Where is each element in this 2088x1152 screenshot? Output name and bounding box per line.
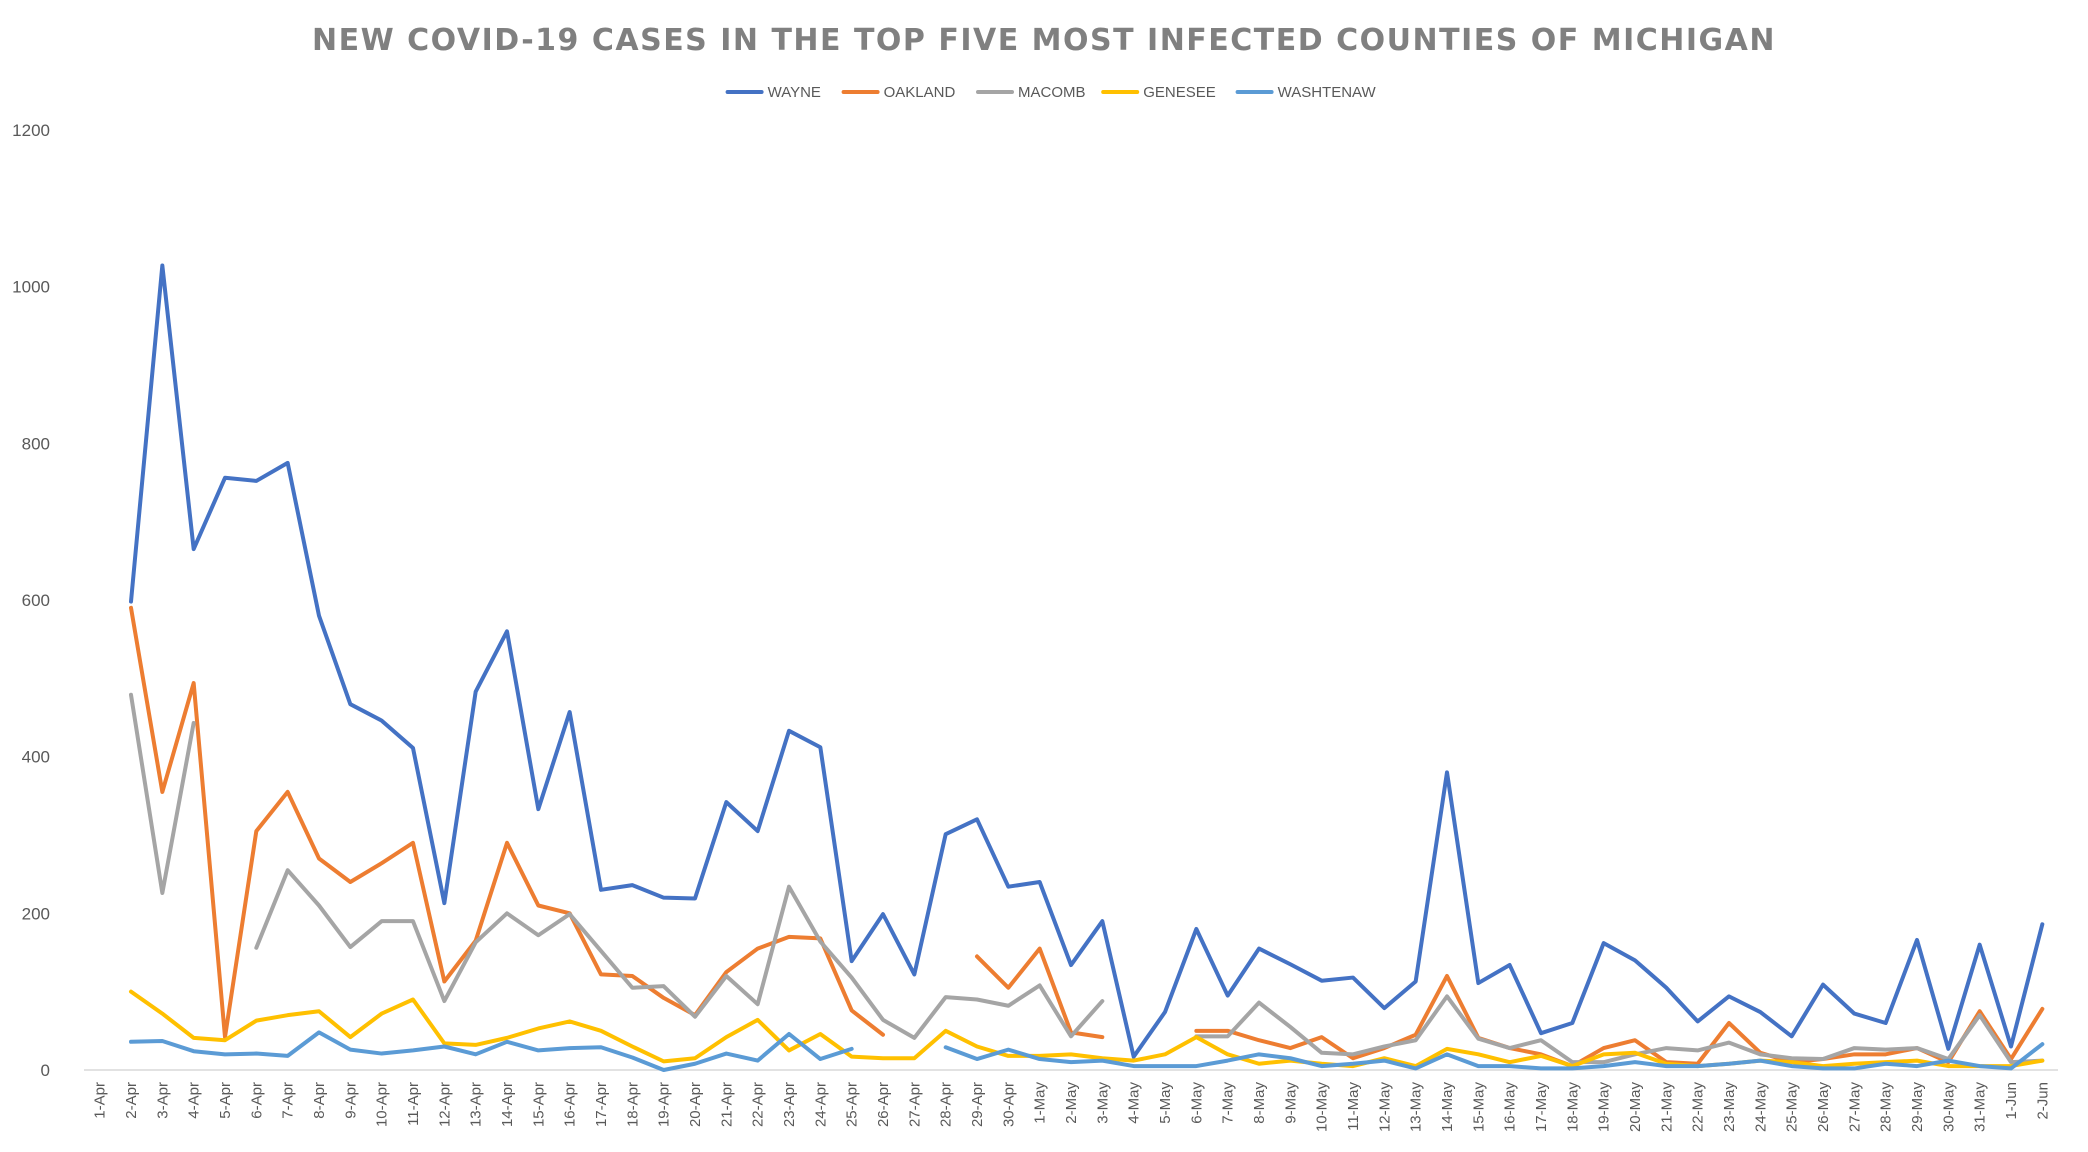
x-tick-label: 24-May [1752, 1082, 1769, 1133]
series-lines [129, 263, 2045, 1072]
y-tick-label: 800 [22, 434, 50, 453]
x-tick-label: 15-Apr [530, 1082, 547, 1127]
x-tick-label: 2-Jun [2034, 1082, 2051, 1120]
x-tick-label: 16-May [1502, 1082, 1519, 1133]
y-tick-label: 0 [41, 1061, 50, 1080]
x-tick-label: 6-Apr [248, 1082, 265, 1119]
x-tick-label: 21-May [1658, 1082, 1675, 1133]
x-tick-label: 29-Apr [969, 1082, 986, 1127]
y-tick-label: 200 [22, 904, 50, 923]
x-tick-label: 7-May [1220, 1082, 1237, 1124]
legend-label: WASHTENAW [1278, 84, 1377, 101]
x-tick-label: 13-Apr [468, 1082, 485, 1127]
x-tick-label: 2-May [1063, 1082, 1080, 1124]
y-tick-label: 1000 [12, 278, 50, 297]
x-tick-label: 9-Apr [342, 1082, 359, 1119]
x-tick-label: 28-May [1878, 1082, 1895, 1133]
x-tick-label: 3-May [1094, 1082, 1111, 1124]
x-axis-tick-labels: 1-Apr 2-Apr 3-Apr 4-Apr 5-Apr 6-Apr 7-Apr 8-Apr… [92, 1082, 2052, 1133]
x-tick-label: 23-May [1721, 1082, 1738, 1133]
x-tick-label: 21-Apr [718, 1082, 735, 1127]
legend-label: MACOMB [1018, 84, 1086, 101]
x-tick-label: 16-Apr [562, 1082, 579, 1127]
series-line-washtenaw [129, 1030, 2045, 1072]
y-tick-label: 400 [22, 748, 50, 767]
x-tick-label: 30-Apr [1000, 1082, 1017, 1127]
x-tick-label: 2-Apr [123, 1082, 140, 1119]
x-tick-label: 22-Apr [750, 1082, 767, 1127]
x-tick-label: 23-Apr [781, 1082, 798, 1127]
x-tick-label: 25-Apr [844, 1082, 861, 1127]
legend-item-oakland: OAKLAND [841, 84, 956, 101]
legend-item-macomb: MACOMB [976, 84, 1086, 101]
x-tick-label: 4-Apr [186, 1082, 203, 1119]
x-tick-label: 18-Apr [624, 1082, 641, 1127]
x-tick-label: 10-May [1314, 1082, 1331, 1133]
x-tick-label: 14-Apr [499, 1082, 516, 1127]
x-tick-label: 17-Apr [593, 1082, 610, 1127]
x-tick-label: 1-Jun [2003, 1082, 2020, 1120]
x-tick-label: 15-May [1470, 1082, 1487, 1133]
x-tick-label: 18-May [1564, 1082, 1581, 1133]
x-tick-label: 5-May [1157, 1082, 1174, 1124]
x-tick-label: 1-Apr [92, 1082, 109, 1119]
x-tick-label: 3-Apr [154, 1082, 171, 1119]
x-tick-label: 13-May [1408, 1082, 1425, 1133]
legend-label: GENESEE [1143, 84, 1216, 101]
x-tick-label: 12-May [1376, 1082, 1393, 1133]
x-tick-label: 28-Apr [938, 1082, 955, 1127]
y-tick-label: 600 [22, 591, 50, 610]
legend-label: OAKLAND [884, 84, 956, 101]
legend-label: WAYNE [768, 84, 821, 101]
series-line-macomb [129, 692, 2045, 1065]
x-tick-label: 27-Apr [906, 1082, 923, 1127]
x-tick-label: 20-May [1627, 1082, 1644, 1133]
chart-title: NEW COVID-19 CASES IN THE TOP FIVE MOST … [312, 23, 1776, 58]
x-tick-label: 19-May [1596, 1082, 1613, 1133]
x-tick-label: 1-May [1032, 1082, 1049, 1124]
x-tick-label: 24-Apr [812, 1082, 829, 1127]
x-tick-label: 12-Apr [436, 1082, 453, 1127]
series-line-wayne [129, 263, 2045, 1059]
x-tick-label: 22-May [1690, 1082, 1707, 1133]
x-tick-label: 4-May [1126, 1082, 1143, 1124]
y-axis-tick-labels: 0 200 400 600 800 1000 1200 [12, 121, 50, 1080]
x-tick-label: 14-May [1439, 1082, 1456, 1133]
x-tick-label: 25-May [1784, 1082, 1801, 1133]
x-tick-label: 26-Apr [875, 1082, 892, 1127]
x-tick-label: 5-Apr [217, 1082, 234, 1119]
x-tick-label: 8-Apr [311, 1082, 328, 1119]
series-line-oakland [129, 605, 2045, 1069]
x-tick-label: 31-May [1972, 1082, 1989, 1133]
x-tick-label: 26-May [1815, 1082, 1832, 1133]
x-tick-label: 17-May [1533, 1082, 1550, 1133]
x-tick-label: 10-Apr [374, 1082, 391, 1127]
x-tick-label: 29-May [1909, 1082, 1926, 1133]
x-tick-label: 7-Apr [280, 1082, 297, 1119]
series-line-genesee [129, 989, 2045, 1069]
x-tick-label: 9-May [1282, 1082, 1299, 1124]
y-tick-label: 1200 [12, 121, 50, 140]
x-tick-label: 11-Apr [405, 1082, 422, 1126]
x-tick-label: 19-Apr [656, 1082, 673, 1127]
x-tick-label: 20-Apr [687, 1082, 704, 1127]
x-tick-label: 30-May [1940, 1082, 1957, 1133]
legend-item-washtenaw: WASHTENAW [1235, 84, 1377, 101]
legend: WAYNE OAKLAND MACOMB GENESEE WASHTENAW [725, 84, 1377, 101]
x-tick-label: 6-May [1188, 1082, 1205, 1124]
x-tick-label: 8-May [1251, 1082, 1268, 1124]
legend-item-genesee: GENESEE [1101, 84, 1216, 101]
x-tick-label: 27-May [1846, 1082, 1863, 1133]
x-tick-label: 11-May [1345, 1082, 1362, 1131]
legend-item-wayne: WAYNE [725, 84, 821, 101]
